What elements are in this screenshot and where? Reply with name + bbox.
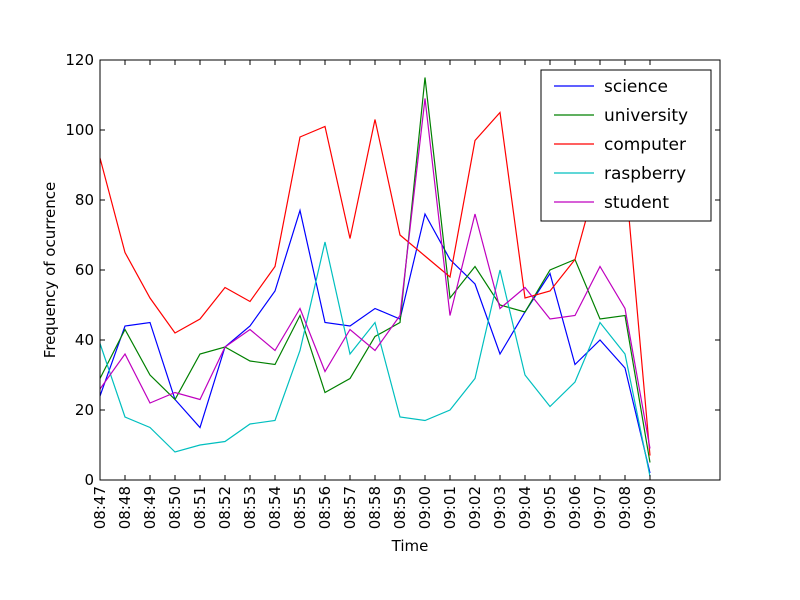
x-tick-label: 08:48 [116,486,134,529]
x-tick-label: 09:08 [616,486,634,529]
legend-label-student: student [604,193,669,213]
y-axis: 0 20 40 60 80 100 120 [65,51,720,489]
series-lines [99,77,651,477]
x-tick-label: 09:07 [591,486,609,529]
series-line-student [99,98,651,449]
series-line-science [99,208,651,474]
x-tick-label: 08:53 [241,486,259,529]
x-axis-label: Time [391,537,429,555]
x-tick-label: 09:00 [416,486,434,529]
x-tick-label: 08:56 [316,486,334,529]
x-tick-label: 09:05 [541,486,559,529]
series-line-university [99,77,651,463]
y-tick-label: 0 [84,471,94,489]
legend-label-computer: computer [604,135,686,155]
x-tick-label: 09:06 [566,486,584,529]
x-tick-label: 09:02 [466,486,484,529]
y-tick-label: 100 [65,121,94,139]
x-tick-label: 08:50 [166,486,184,529]
x-tick-label: 08:58 [366,486,384,529]
x-tick-label: 08:49 [141,486,159,529]
x-tick-label: 08:54 [266,486,284,529]
series-line-computer [99,111,651,456]
y-axis-label: Frequency of ocurrence [41,182,59,358]
x-tick-label: 08:51 [191,486,209,529]
y-tick-label: 80 [75,191,94,209]
x-tick-label: 09:09 [641,486,659,529]
y-tick-label: 120 [65,51,94,69]
x-axis: 08:47 08:48 08:49 08:50 08:51 08:52 08:53 08:54… [91,60,659,529]
y-tick-label: 40 [75,331,94,349]
x-tick-label: 08:57 [341,486,359,529]
x-tick-label: 09:03 [491,486,509,529]
x-tick-label: 08:52 [216,486,234,529]
legend-box [540,69,712,222]
y-tick-label: 60 [75,261,94,279]
legend-label-raspberry: raspberry [604,164,686,184]
legend: science university computer raspberry studen… [540,69,712,222]
series-line-raspberry [99,241,651,477]
x-tick-label: 08:59 [391,486,409,529]
x-tick-label: 08:55 [291,486,309,529]
x-tick-label: 08:47 [91,486,109,529]
x-tick-label: 09:04 [516,486,534,529]
y-tick-label: 20 [75,401,94,419]
legend-label-science: science [604,77,668,97]
x-tick-label: 09:01 [441,486,459,529]
legend-label-university: university [604,106,688,126]
